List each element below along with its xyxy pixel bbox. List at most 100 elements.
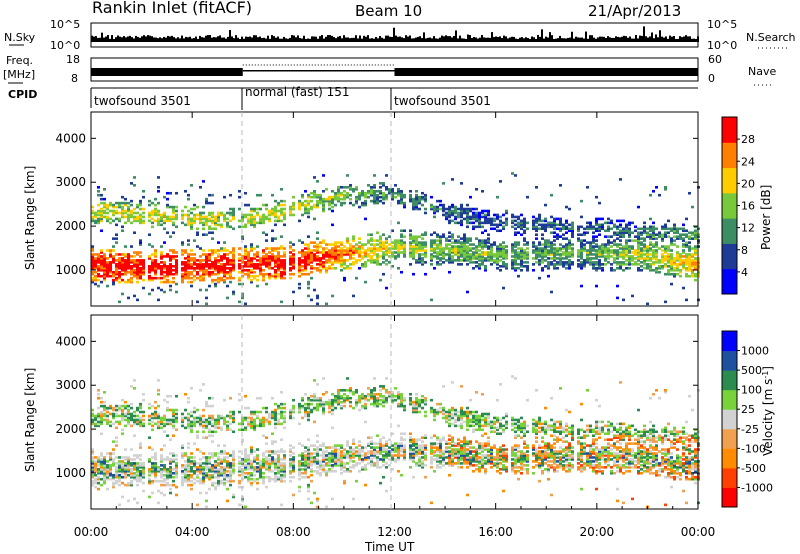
power-cell [358, 193, 361, 197]
velocity-cell [301, 464, 304, 467]
power-cell [451, 245, 454, 248]
power-cell [517, 274, 520, 278]
power-cell [172, 280, 175, 284]
power-cell [268, 257, 271, 260]
power-cell [418, 243, 421, 246]
velocity-cell [154, 479, 157, 483]
velocity-cell [196, 420, 199, 424]
power-cell [244, 245, 247, 248]
velocity-cell [163, 458, 166, 461]
power-cell [544, 251, 547, 254]
power-cell [337, 259, 340, 262]
power-cell [595, 249, 598, 252]
power-cell [343, 195, 346, 199]
power-cell [424, 199, 427, 203]
velocity-cell [223, 468, 226, 471]
power-cell [382, 253, 385, 256]
power-cell [637, 231, 640, 235]
power-cell [322, 207, 325, 211]
nsky-sample [427, 37, 429, 42]
power-cell [94, 266, 97, 270]
power-cell [469, 253, 472, 256]
velocity-cell [265, 450, 268, 453]
power-cell [136, 272, 139, 276]
power-cell [196, 213, 199, 217]
nsky-sample [577, 37, 579, 42]
power-cell [505, 253, 508, 256]
freq-trace [91, 64, 698, 76]
nsky-sample [575, 36, 577, 42]
power-cell [487, 245, 490, 248]
power-cell [184, 251, 187, 254]
velocity-cell [112, 406, 115, 410]
power-cell [601, 243, 604, 246]
power-cell [124, 261, 127, 264]
velocity-cell [217, 416, 220, 420]
power-cell [568, 259, 571, 262]
power-cell [409, 233, 412, 236]
velocity-cell [157, 404, 160, 408]
power-cell [625, 255, 628, 258]
power-cell [187, 280, 190, 284]
velocity-cell [304, 466, 307, 469]
power-cell [520, 213, 523, 217]
velocity-cell [277, 450, 280, 453]
power-cell [673, 225, 676, 229]
power-cell [214, 249, 217, 252]
power-cell [433, 207, 436, 211]
power-cell [475, 251, 478, 254]
power-cell [289, 247, 292, 250]
power-cell [622, 233, 625, 236]
power-cell [91, 247, 94, 250]
power-cell [181, 249, 184, 252]
power-cell [157, 209, 160, 213]
velocity-cell [217, 473, 220, 477]
power-cell [346, 247, 349, 250]
power-cell [268, 266, 271, 270]
power-cell [289, 259, 292, 262]
power-cell [349, 187, 352, 191]
power-cell [412, 239, 415, 242]
power-cell [499, 247, 502, 250]
power-cell [247, 276, 250, 280]
velocity-cell [157, 466, 160, 469]
velocity-cell [163, 424, 166, 428]
power-cell [301, 203, 304, 207]
velocity-cell [277, 420, 280, 424]
power-cell [316, 193, 319, 197]
freq-band [394, 68, 698, 76]
velocity-cell [130, 416, 133, 420]
velocity-cell [91, 483, 94, 487]
velocity-cell [250, 418, 253, 422]
power-cell [580, 199, 583, 203]
power-cell [436, 239, 439, 242]
power-cell [664, 300, 667, 304]
power-cell [385, 245, 388, 248]
power-cell [466, 221, 469, 225]
power-cell [352, 253, 355, 256]
power-cell [301, 253, 304, 256]
power-cell [583, 249, 586, 252]
velocity-cell [157, 392, 160, 396]
nsky-sample [531, 36, 533, 42]
power-cell [298, 251, 301, 254]
power-cell [565, 247, 568, 250]
power-cell [403, 247, 406, 250]
power-cell [139, 217, 142, 221]
power-cell [619, 225, 622, 229]
nsky-sample [257, 37, 259, 42]
power-cell [124, 245, 127, 248]
velocity-cell [196, 466, 199, 469]
velocity-cell [292, 404, 295, 408]
nsky-sample [627, 37, 629, 42]
nsky-label: N.Sky [4, 31, 36, 44]
power-cell [685, 263, 688, 266]
velocity-cell [124, 458, 127, 461]
velocity-cell [280, 477, 283, 481]
power-cell [403, 249, 406, 252]
velocity-cell [205, 466, 208, 469]
power-cell [301, 272, 304, 276]
velocity-cell [277, 464, 280, 467]
power-cell [313, 257, 316, 260]
power-cell [136, 215, 139, 219]
